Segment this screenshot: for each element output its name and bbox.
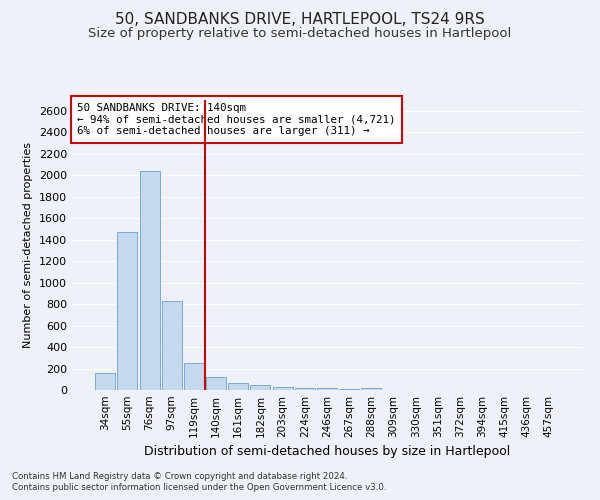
Text: Contains public sector information licensed under the Open Government Licence v3: Contains public sector information licen…: [12, 484, 386, 492]
Text: Contains HM Land Registry data © Crown copyright and database right 2024.: Contains HM Land Registry data © Crown c…: [12, 472, 347, 481]
Text: 50, SANDBANKS DRIVE, HARTLEPOOL, TS24 9RS: 50, SANDBANKS DRIVE, HARTLEPOOL, TS24 9R…: [115, 12, 485, 28]
X-axis label: Distribution of semi-detached houses by size in Hartlepool: Distribution of semi-detached houses by …: [144, 446, 510, 458]
Bar: [250, 385, 271, 390]
Text: Size of property relative to semi-detached houses in Hartlepool: Size of property relative to semi-detach…: [88, 28, 512, 40]
Bar: [228, 383, 248, 390]
Bar: [140, 171, 160, 390]
Text: 50 SANDBANKS DRIVE: 140sqm
← 94% of semi-detached houses are smaller (4,721)
6% : 50 SANDBANKS DRIVE: 140sqm ← 94% of semi…: [77, 103, 395, 136]
Bar: [272, 387, 293, 390]
Bar: [206, 377, 226, 390]
Bar: [361, 388, 382, 390]
Bar: [184, 362, 204, 390]
Bar: [95, 373, 115, 390]
Y-axis label: Number of semi-detached properties: Number of semi-detached properties: [23, 142, 34, 348]
Bar: [162, 301, 182, 390]
Bar: [118, 232, 137, 390]
Bar: [339, 389, 359, 390]
Bar: [317, 388, 337, 390]
Bar: [295, 388, 315, 390]
